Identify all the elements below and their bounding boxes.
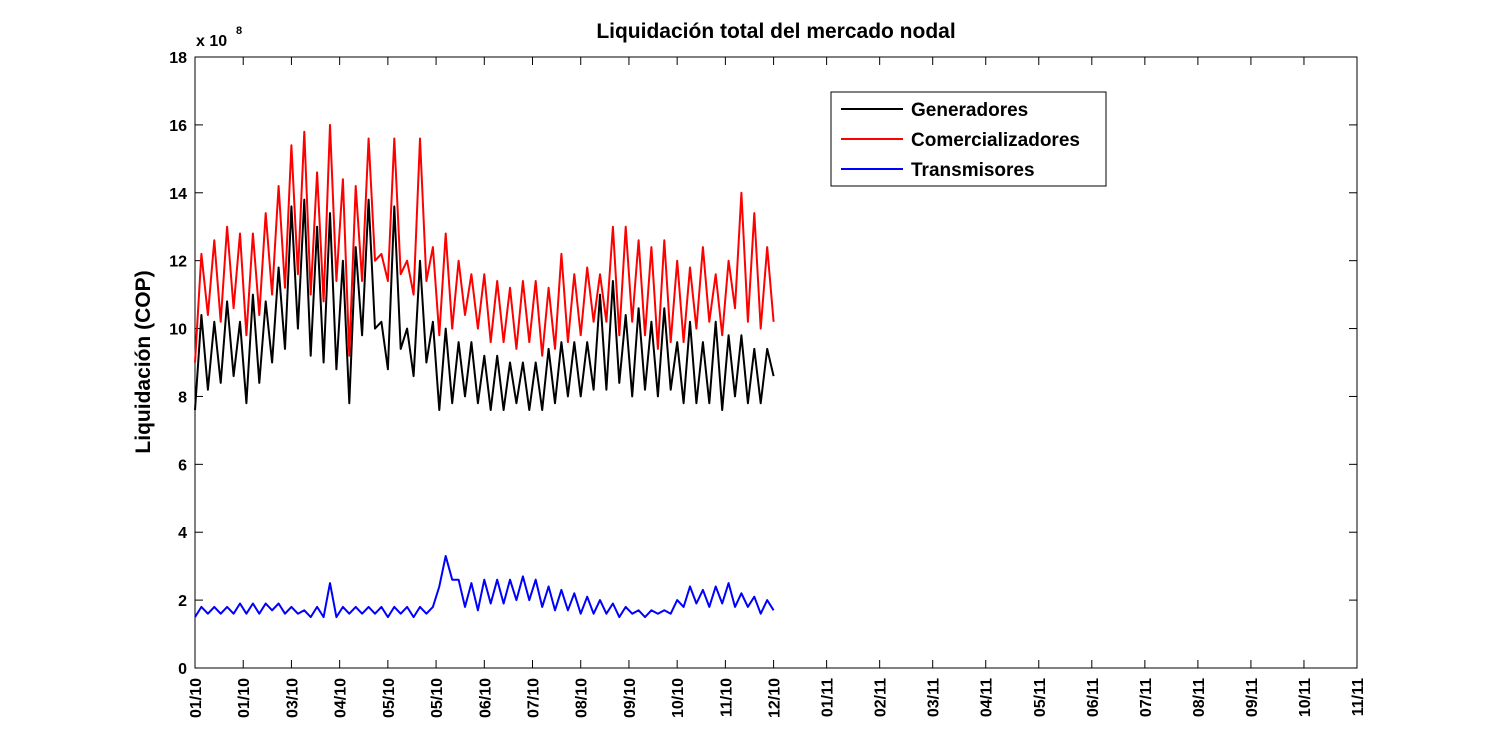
x-tick-label: 01/10 (188, 678, 205, 718)
x-tick-label: 08/11 (1191, 678, 1208, 717)
legend-label: Generadores (911, 100, 1028, 121)
x-tick-label: 10/11 (1297, 678, 1314, 717)
legend-label: Transmisores (911, 160, 1035, 181)
series-line (194, 123, 775, 363)
y-axis-label: Liquidación (COP) (132, 270, 155, 453)
x-tick-label: 01/10 (236, 678, 253, 718)
y-tick-label: 0 (178, 661, 187, 678)
series-line (194, 198, 775, 411)
x-tick-label: 02/11 (873, 678, 890, 717)
y-tick-label: 2 (178, 593, 187, 610)
x-tick-label: 05/10 (429, 678, 446, 718)
x-tick-label: 09/11 (1244, 678, 1261, 717)
x-tick-label: 04/11 (979, 678, 996, 717)
x-tick-label: 01/11 (820, 678, 837, 717)
x-tick-label: 05/11 (1032, 678, 1049, 717)
x-tick-label: 04/10 (333, 678, 350, 718)
x-tick-label: 07/10 (526, 678, 543, 718)
y-tick-label: 18 (169, 50, 187, 67)
y-multiplier: x 10 (196, 33, 227, 50)
y-tick-label: 6 (178, 457, 187, 474)
x-tick-label: 03/11 (926, 678, 943, 717)
x-tick-label: 12/10 (767, 678, 784, 718)
x-tick-label: 11/10 (718, 678, 735, 717)
x-tick-label: 06/10 (477, 678, 494, 718)
y-tick-label: 12 (169, 254, 187, 271)
y-tick-label: 10 (169, 322, 187, 339)
y-multiplier-exponent: 8 (236, 25, 242, 37)
x-tick-label: 07/11 (1138, 678, 1155, 717)
chart-title: Liquidación total del mercado nodal (596, 20, 955, 43)
x-tick-label: 11/11 (1350, 678, 1367, 716)
y-tick-label: 4 (178, 525, 187, 542)
x-tick-label: 06/11 (1085, 678, 1102, 717)
x-tick-label: 08/10 (574, 678, 591, 718)
series-line (194, 555, 775, 619)
legend-label: Comercializadores (911, 130, 1080, 151)
y-tick-label: 8 (178, 389, 187, 406)
x-tick-label: 09/10 (622, 678, 639, 718)
y-tick-label: 14 (169, 186, 187, 203)
y-tick-label: 16 (169, 118, 187, 135)
x-tick-label: 10/10 (670, 678, 687, 718)
x-tick-label: 03/10 (284, 678, 301, 718)
x-tick-label: 05/10 (381, 678, 398, 718)
